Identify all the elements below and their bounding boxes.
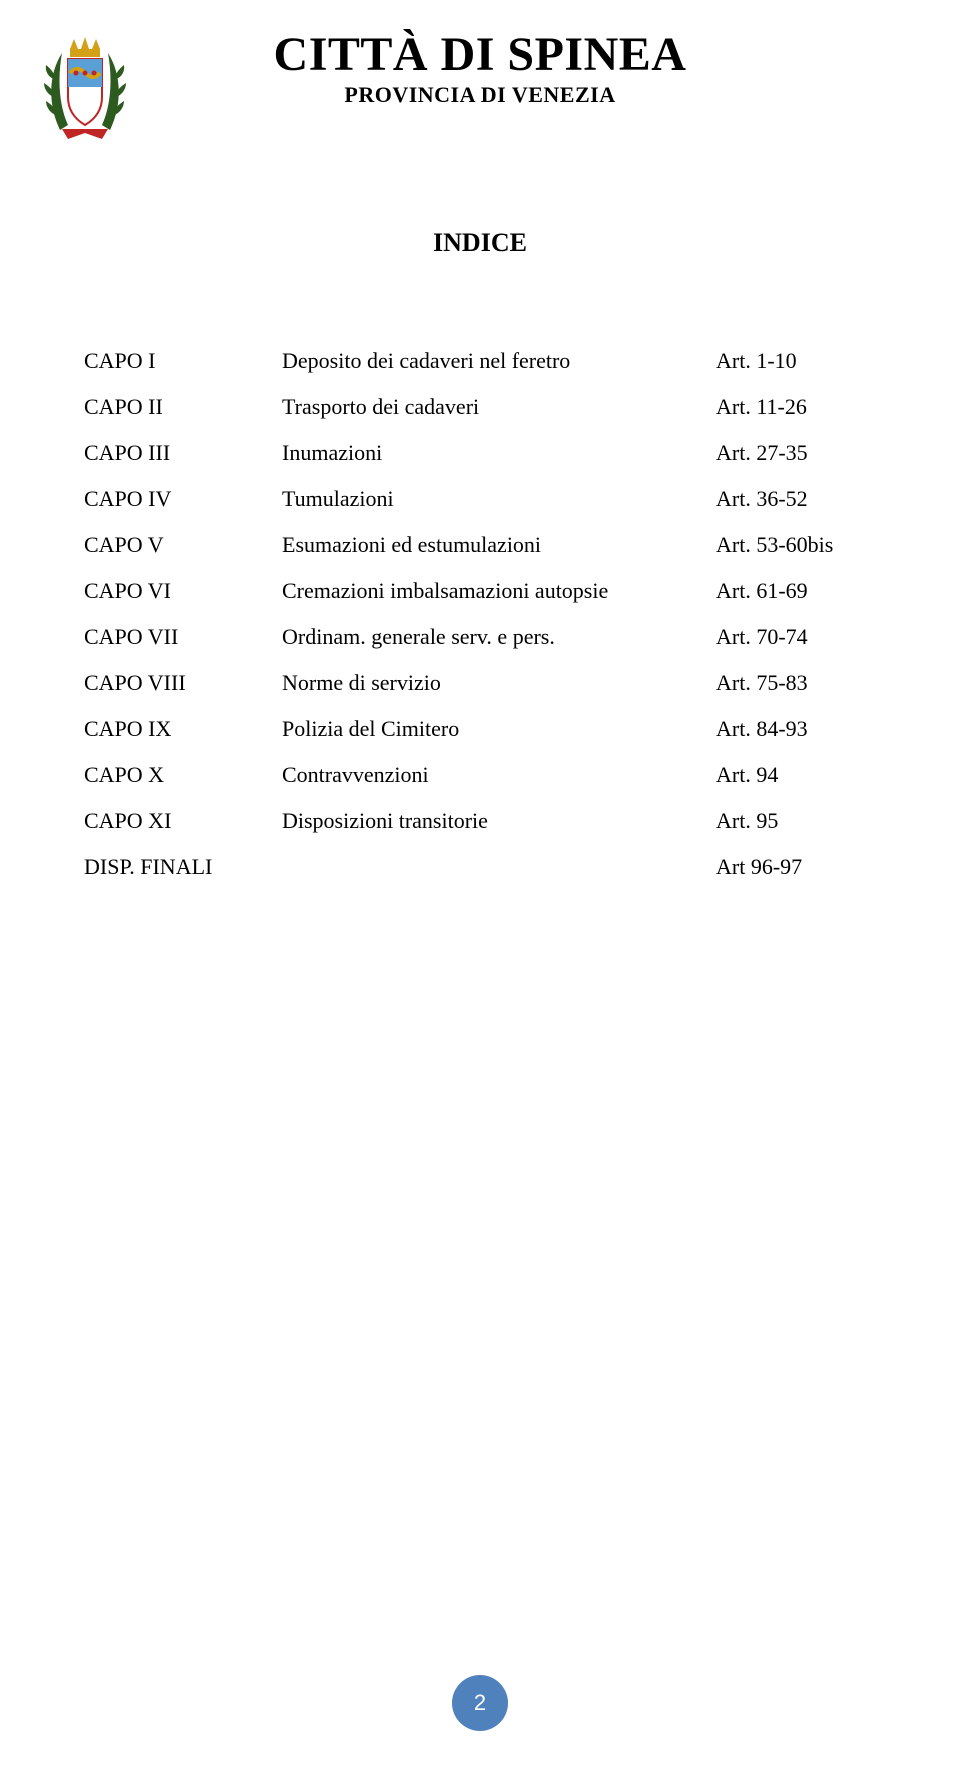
toc-capo: CAPO IX (80, 706, 278, 752)
toc-row: CAPO VIIOrdinam. generale serv. e pers.A… (80, 614, 880, 660)
toc-articles: Art. 95 (712, 798, 880, 844)
toc-articles: Art. 36-52 (712, 476, 880, 522)
document-subtitle: PROVINCIA DI VENEZIA (274, 82, 687, 108)
toc-articles: Art. 1-10 (712, 338, 880, 384)
toc-description: Cremazioni imbalsamazioni autopsie (278, 568, 712, 614)
page: CITTÀ DI SPINEA PROVINCIA DI VENEZIA IND… (0, 0, 960, 1791)
city-crest-icon (40, 35, 130, 145)
toc-description: Trasporto dei cadaveri (278, 384, 712, 430)
toc-row: CAPO VIIINorme di servizioArt. 75-83 (80, 660, 880, 706)
toc-description: Deposito dei cadaveri nel feretro (278, 338, 712, 384)
toc-capo: CAPO VI (80, 568, 278, 614)
toc-description: Norme di servizio (278, 660, 712, 706)
toc-capo: CAPO VIII (80, 660, 278, 706)
toc-row: CAPO IIIInumazioniArt. 27-35 (80, 430, 880, 476)
toc-articles: Art. 11-26 (712, 384, 880, 430)
indice-heading: INDICE (80, 228, 880, 258)
toc-articles: Art. 84-93 (712, 706, 880, 752)
toc-description: Disposizioni transitorie (278, 798, 712, 844)
toc-capo: CAPO VII (80, 614, 278, 660)
toc-description: Contravvenzioni (278, 752, 712, 798)
toc-row: CAPO XContravvenzioniArt. 94 (80, 752, 880, 798)
toc-capo: CAPO XI (80, 798, 278, 844)
page-number-badge: 2 (452, 1675, 508, 1731)
toc-articles: Art 96-97 (712, 844, 880, 890)
toc-description: Esumazioni ed estumulazioni (278, 522, 712, 568)
toc-description: Polizia del Cimitero (278, 706, 712, 752)
toc-row: CAPO IITrasporto dei cadaveriArt. 11-26 (80, 384, 880, 430)
toc-row: CAPO VEsumazioni ed estumulazioniArt. 53… (80, 522, 880, 568)
toc-row: CAPO XIDisposizioni transitorieArt. 95 (80, 798, 880, 844)
toc-row: CAPO IXPolizia del CimiteroArt. 84-93 (80, 706, 880, 752)
toc-row: DISP. FINALI Art 96-97 (80, 844, 880, 890)
toc-articles: Art. 75-83 (712, 660, 880, 706)
toc-capo: DISP. FINALI (80, 844, 278, 890)
page-number-value: 2 (474, 1690, 486, 1716)
title-block: CITTÀ DI SPINEA PROVINCIA DI VENEZIA (274, 30, 687, 108)
header: CITTÀ DI SPINEA PROVINCIA DI VENEZIA (80, 30, 880, 108)
toc-description: Inumazioni (278, 430, 712, 476)
toc-description: Tumulazioni (278, 476, 712, 522)
toc-articles: Art. 61-69 (712, 568, 880, 614)
toc-capo: CAPO V (80, 522, 278, 568)
toc-capo: CAPO I (80, 338, 278, 384)
toc-capo: CAPO IV (80, 476, 278, 522)
toc-articles: Art. 53-60bis (712, 522, 880, 568)
document-title: CITTÀ DI SPINEA (274, 30, 687, 80)
table-of-contents: CAPO IDeposito dei cadaveri nel feretroA… (80, 338, 880, 890)
toc-row: CAPO IDeposito dei cadaveri nel feretroA… (80, 338, 880, 384)
toc-articles: Art. 70-74 (712, 614, 880, 660)
toc-capo: CAPO X (80, 752, 278, 798)
toc-description (278, 844, 712, 890)
toc-articles: Art. 27-35 (712, 430, 880, 476)
toc-capo: CAPO II (80, 384, 278, 430)
toc-articles: Art. 94 (712, 752, 880, 798)
toc-row: CAPO VICremazioni imbalsamazioni autopsi… (80, 568, 880, 614)
toc-description: Ordinam. generale serv. e pers. (278, 614, 712, 660)
toc-capo: CAPO III (80, 430, 278, 476)
toc-row: CAPO IVTumulazioniArt. 36-52 (80, 476, 880, 522)
